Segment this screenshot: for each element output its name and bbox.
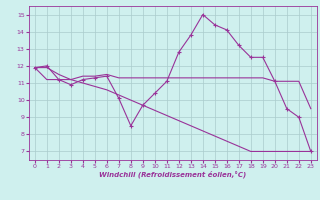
- X-axis label: Windchill (Refroidissement éolien,°C): Windchill (Refroidissement éolien,°C): [99, 171, 246, 178]
